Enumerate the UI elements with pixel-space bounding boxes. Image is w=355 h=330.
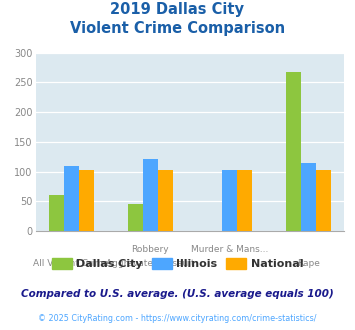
Bar xyxy=(64,166,79,231)
Bar xyxy=(316,170,331,231)
Bar xyxy=(49,195,64,231)
Text: Compared to U.S. average. (U.S. average equals 100): Compared to U.S. average. (U.S. average … xyxy=(21,289,334,299)
Bar xyxy=(158,170,173,231)
Bar xyxy=(237,170,252,231)
Bar xyxy=(301,163,316,231)
Legend: Dallas City, Illinois, National: Dallas City, Illinois, National xyxy=(52,258,303,269)
Text: All Violent Crime: All Violent Crime xyxy=(33,259,109,268)
Text: Aggravated Assault: Aggravated Assault xyxy=(106,259,195,268)
Text: Violent Crime Comparison: Violent Crime Comparison xyxy=(70,21,285,36)
Text: 2019 Dallas City: 2019 Dallas City xyxy=(110,2,245,16)
Bar xyxy=(128,204,143,231)
Bar xyxy=(222,170,237,231)
Text: © 2025 CityRating.com - https://www.cityrating.com/crime-statistics/: © 2025 CityRating.com - https://www.city… xyxy=(38,314,317,323)
Bar xyxy=(143,158,158,231)
Bar xyxy=(79,170,94,231)
Bar xyxy=(286,72,301,231)
Text: Murder & Mans...: Murder & Mans... xyxy=(191,245,268,254)
Text: Rape: Rape xyxy=(297,259,320,268)
Text: Robbery: Robbery xyxy=(131,245,169,254)
